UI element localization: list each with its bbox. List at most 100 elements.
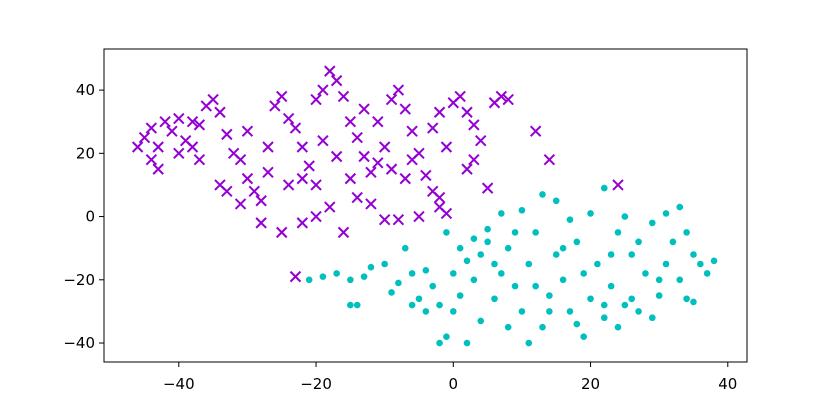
point: [648, 314, 656, 322]
point: [628, 295, 636, 303]
point: [559, 276, 567, 284]
point: [388, 289, 395, 296]
point: [440, 141, 453, 153]
point: [365, 198, 377, 210]
y-tick-label: 20: [76, 144, 95, 162]
point: [566, 308, 574, 315]
point: [600, 301, 608, 309]
point: [344, 116, 357, 128]
point: [655, 276, 663, 284]
point: [333, 270, 340, 277]
point: [392, 214, 405, 226]
point: [710, 257, 718, 265]
point: [138, 131, 151, 144]
point: [159, 116, 171, 128]
point: [511, 282, 519, 290]
point: [395, 279, 402, 287]
point: [248, 185, 260, 197]
point: [436, 301, 443, 309]
point: [607, 251, 615, 258]
point: [173, 112, 185, 125]
x-tick-label: −20: [300, 375, 332, 393]
point: [351, 191, 363, 204]
point: [408, 270, 416, 277]
point: [399, 103, 411, 115]
point: [262, 141, 274, 153]
point: [310, 93, 322, 106]
point: [399, 172, 411, 185]
point: [296, 217, 309, 229]
point: [662, 210, 670, 217]
point: [186, 141, 199, 153]
point: [502, 93, 514, 106]
point: [573, 320, 581, 328]
point: [477, 317, 485, 325]
point: [422, 267, 430, 274]
point: [358, 103, 370, 115]
point: [669, 238, 677, 246]
point: [552, 251, 560, 258]
point: [683, 229, 690, 236]
point: [525, 339, 533, 347]
x-tick-label: 20: [581, 375, 600, 393]
point: [152, 141, 164, 153]
point: [697, 260, 704, 268]
point: [347, 301, 354, 309]
point: [241, 125, 254, 137]
point: [580, 333, 587, 341]
point: [420, 169, 432, 182]
point: [456, 292, 464, 299]
point: [566, 216, 574, 224]
point: [358, 150, 370, 163]
point: [145, 122, 158, 134]
point: [193, 119, 206, 131]
point: [145, 153, 158, 166]
point: [676, 276, 684, 284]
point: [607, 282, 615, 290]
point: [600, 184, 608, 192]
point: [241, 172, 254, 185]
point: [276, 90, 288, 103]
point: [392, 84, 405, 96]
point: [214, 106, 226, 118]
point: [351, 131, 363, 144]
point: [655, 292, 663, 299]
point: [495, 90, 508, 103]
point: [344, 172, 357, 185]
point: [324, 201, 336, 213]
point: [470, 235, 478, 242]
point: [546, 308, 553, 315]
point: [461, 163, 473, 175]
point: [319, 273, 327, 280]
point: [642, 270, 649, 277]
point: [614, 229, 622, 236]
point: [282, 179, 295, 191]
point: [317, 84, 329, 96]
point: [683, 295, 690, 303]
x-tick-label: 0: [449, 375, 459, 393]
point: [426, 122, 439, 134]
point: [491, 260, 498, 268]
point: [429, 282, 437, 290]
point: [317, 134, 329, 147]
point: [310, 179, 322, 191]
point: [475, 134, 487, 147]
point: [214, 179, 226, 191]
point: [303, 160, 315, 172]
point: [166, 125, 178, 137]
point: [365, 166, 377, 179]
y-tick-label: 40: [76, 81, 95, 99]
point: [648, 219, 656, 227]
point: [289, 122, 302, 134]
point: [594, 260, 601, 268]
point: [635, 238, 642, 246]
point: [408, 301, 416, 309]
point: [529, 125, 542, 137]
point: [470, 276, 478, 284]
point: [381, 260, 388, 268]
point: [539, 323, 546, 331]
point: [401, 244, 409, 252]
point: [573, 238, 581, 246]
point: [552, 197, 560, 205]
